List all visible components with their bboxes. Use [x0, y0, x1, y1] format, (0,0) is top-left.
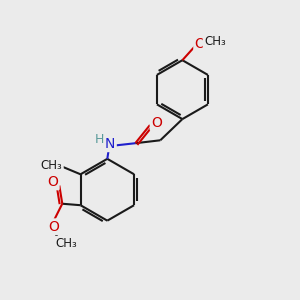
Text: H: H: [95, 133, 104, 146]
Text: O: O: [48, 220, 59, 234]
Text: CH₃: CH₃: [41, 159, 63, 172]
Text: CH₃: CH₃: [56, 237, 78, 250]
Text: CH₃: CH₃: [204, 34, 226, 48]
Text: O: O: [195, 37, 206, 51]
Text: O: O: [47, 175, 58, 189]
Text: N: N: [105, 137, 116, 151]
Text: O: O: [151, 116, 162, 130]
